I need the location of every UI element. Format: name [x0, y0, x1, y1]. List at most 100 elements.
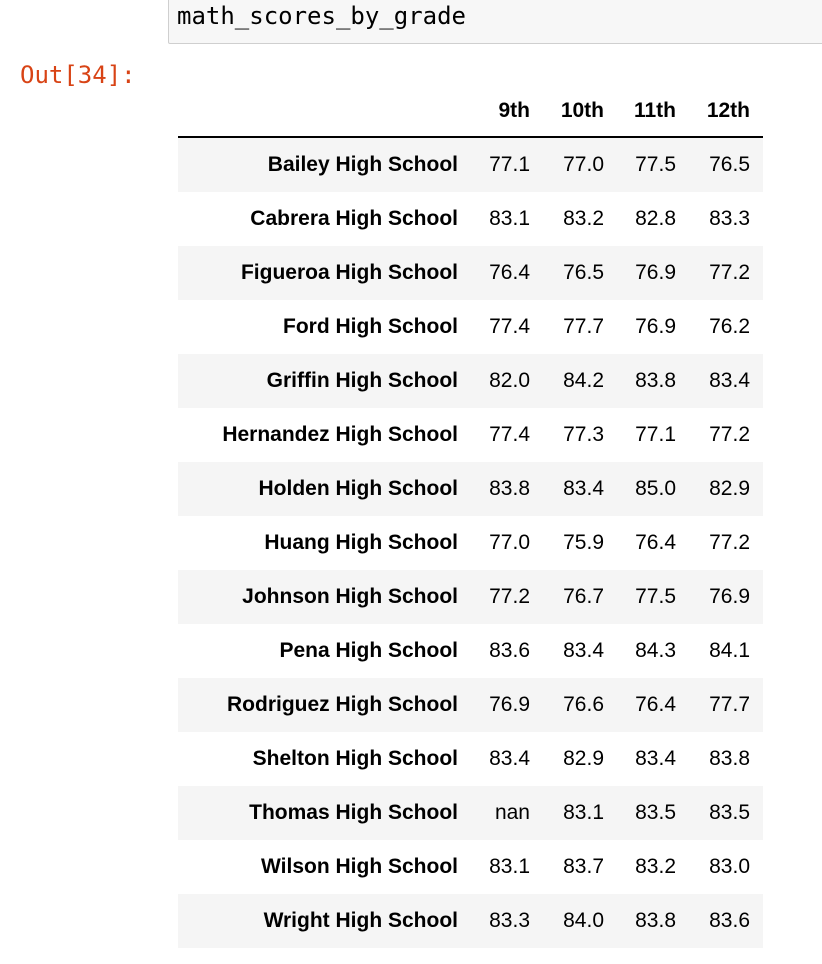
table-cell: 77.0: [563, 153, 604, 176]
table-cell: 83.1: [489, 855, 530, 878]
table-cell: 83.5: [635, 801, 676, 824]
row-header-school: Hernandez High School: [222, 423, 458, 446]
table-cell: 83.4: [563, 477, 604, 500]
table-cell: 77.4: [489, 315, 530, 338]
table-row: Holden High School 83.8 83.4 85.0 82.9: [178, 462, 763, 516]
table-cell: 83.4: [635, 747, 676, 770]
row-header-school: Bailey High School: [267, 153, 458, 176]
table-cell: 83.4: [489, 747, 530, 770]
column-header-9th: 9th: [498, 99, 531, 122]
dataframe-table: 9th 10th 11th 12th Bailey High School 77.…: [178, 84, 763, 948]
table-cell: 83.4: [709, 369, 750, 392]
table-row: Shelton High School 83.4 82.9 83.4 83.8: [178, 732, 763, 786]
table-row: Wright High School 83.3 84.0 83.8 83.6: [178, 894, 763, 948]
row-header-school: Rodriguez High School: [227, 693, 458, 716]
row-header-school: Holden High School: [258, 477, 459, 500]
row-header-school: Shelton High School: [252, 747, 458, 770]
table-cell: 83.7: [563, 855, 604, 878]
table-cell: 77.0: [489, 531, 530, 554]
table-cell: 77.5: [635, 585, 676, 608]
table-row: Hernandez High School 77.4 77.3 77.1 77.2: [178, 408, 763, 462]
table-cell: 84.0: [563, 909, 604, 932]
table-cell: 83.6: [709, 909, 750, 932]
row-header-school: Pena High School: [279, 639, 458, 662]
table-cell: 83.8: [635, 909, 676, 932]
table-cell: 77.3: [563, 423, 604, 446]
table-cell: 77.2: [709, 531, 750, 554]
table-row: Thomas High School nan 83.1 83.5 83.5: [178, 786, 763, 840]
table-cell: 83.1: [489, 207, 530, 230]
table-cell: 82.0: [489, 369, 530, 392]
table-cell: 83.4: [563, 639, 604, 662]
table-cell: 83.1: [563, 801, 604, 824]
table-cell: 83.8: [709, 747, 750, 770]
table-cell: 77.7: [563, 315, 604, 338]
row-header-school: Griffin High School: [266, 369, 458, 392]
table-cell: 83.3: [709, 207, 750, 230]
table-cell: 82.8: [635, 207, 676, 230]
table-body: Bailey High School 77.1 77.0 77.5 76.5 Cabrer…: [178, 138, 763, 948]
table-cell: 76.4: [635, 693, 676, 716]
table-row: Griffin High School 82.0 84.2 83.8 83.4: [178, 354, 763, 408]
row-header-school: Wilson High School: [261, 855, 458, 878]
table-row: Wilson High School 83.1 83.7 83.2 83.0: [178, 840, 763, 894]
table-cell: 83.2: [635, 855, 676, 878]
table-cell: 76.9: [489, 693, 530, 716]
table-row: Johnson High School 77.2 76.7 77.5 76.9: [178, 570, 763, 624]
table-cell: 84.1: [709, 639, 750, 662]
table-cell: 76.2: [709, 315, 750, 338]
row-header-school: Thomas High School: [249, 801, 458, 824]
table-cell: 76.9: [709, 585, 750, 608]
table-cell: 77.7: [709, 693, 750, 716]
table-cell: 83.2: [563, 207, 604, 230]
table-cell: 77.2: [489, 585, 530, 608]
row-header-school: Figueroa High School: [240, 261, 458, 284]
table-row: Bailey High School 77.1 77.0 77.5 76.5: [178, 138, 763, 192]
table-row: Cabrera High School 83.1 83.2 82.8 83.3: [178, 192, 763, 246]
row-header-school: Wright High School: [263, 909, 458, 932]
table-row: Figueroa High School 76.4 76.5 76.9 77.2: [178, 246, 763, 300]
table-cell: 83.3: [489, 909, 530, 932]
table-cell: 76.9: [635, 315, 676, 338]
table-cell: 82.9: [563, 747, 604, 770]
table-cell: 76.4: [635, 531, 676, 554]
output-prompt: Out[34]:: [20, 61, 136, 89]
row-header-school: Ford High School: [283, 315, 458, 338]
table-cell: nan: [494, 801, 530, 824]
table-cell: 76.6: [563, 693, 604, 716]
table-cell: 76.5: [709, 153, 750, 176]
table-cell: 76.7: [563, 585, 604, 608]
row-header-school: Cabrera High School: [250, 207, 458, 230]
column-header-11th: 11th: [633, 99, 676, 122]
table-cell: 75.9: [563, 531, 604, 554]
table-row: Huang High School 77.0 75.9 76.4 77.2: [178, 516, 763, 570]
column-header-10th: 10th: [560, 99, 604, 122]
row-header-school: Johnson High School: [242, 585, 458, 608]
table-cell: 83.0: [709, 855, 750, 878]
table-cell: 77.1: [489, 153, 530, 176]
table-row: Pena High School 83.6 83.4 84.3 84.1: [178, 624, 763, 678]
table-cell: 76.5: [563, 261, 604, 284]
table-cell: 77.1: [635, 423, 676, 446]
table-cell: 82.9: [709, 477, 750, 500]
table-cell: 76.9: [635, 261, 676, 284]
table-cell: 83.8: [489, 477, 530, 500]
table-row: Rodriguez High School 76.9 76.6 76.4 77.7: [178, 678, 763, 732]
table-cell: 76.4: [489, 261, 530, 284]
table-cell: 83.8: [635, 369, 676, 392]
table-cell: 77.2: [709, 423, 750, 446]
table-cell: 77.5: [635, 153, 676, 176]
table-cell: 84.2: [563, 369, 604, 392]
table-cell: 83.6: [489, 639, 530, 662]
table-cell: 84.3: [635, 639, 676, 662]
column-header-12th: 12th: [706, 99, 750, 122]
table-cell: 77.4: [489, 423, 530, 446]
code-input-cell[interactable]: math_scores_by_grade: [168, 0, 822, 44]
row-header-school: Huang High School: [264, 531, 458, 554]
table-header: 9th 10th 11th 12th: [178, 84, 763, 138]
table-cell: 77.2: [709, 261, 750, 284]
table-cell: 85.0: [635, 477, 676, 500]
table-row: Ford High School 77.4 77.7 76.9 76.2: [178, 300, 763, 354]
code-text[interactable]: math_scores_by_grade: [177, 2, 466, 30]
table-cell: 83.5: [709, 801, 750, 824]
